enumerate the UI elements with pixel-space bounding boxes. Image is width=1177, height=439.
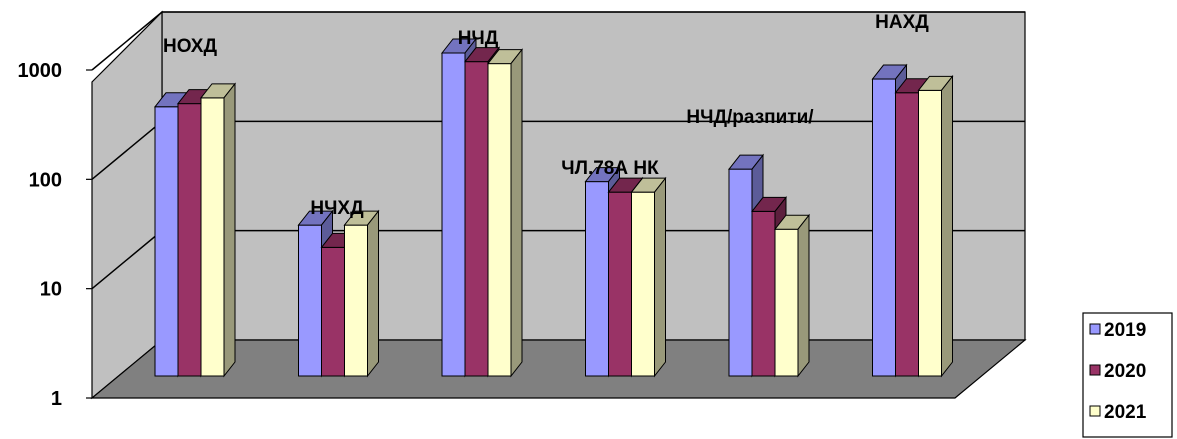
category-label: НАХД: [875, 12, 929, 33]
bar-front: [608, 191, 632, 377]
bar-front: [918, 89, 942, 377]
legend-swatch-2019: [1089, 323, 1101, 335]
bar-НЧД/разпити/-2021: [773, 213, 811, 378]
y-tick-100: 100: [29, 169, 62, 191]
legend: 2019 2020 2021: [1082, 312, 1173, 438]
bar-НЧХД-2021: [343, 209, 380, 378]
bar-front: [751, 210, 776, 377]
bar-front: [154, 106, 179, 377]
bar-side: [941, 74, 953, 378]
bar-НОХД-2021: [199, 82, 237, 378]
bar-front: [774, 228, 799, 377]
bar-side: [223, 82, 236, 378]
legend-label-2019: 2019: [1104, 320, 1146, 341]
bar-side: [367, 209, 379, 378]
category-label: НЧД: [458, 28, 499, 49]
y-tick-10: 10: [40, 279, 62, 301]
bar-ЧЛ.78А НК-2021: [630, 176, 667, 378]
category-label: ЧЛ.78А НК: [561, 158, 659, 179]
bar-front: [728, 168, 753, 377]
legend-swatch-2021: [1089, 405, 1101, 417]
legend-label-2021: 2021: [1104, 402, 1147, 423]
y-tick-1: 1: [51, 388, 62, 410]
category-labels: НОХД НЧХД НЧД ЧЛ.78А НК НЧД/разпити/НАХД: [163, 12, 929, 219]
bar-НАХД-2021: [917, 74, 954, 378]
side-wall: [91, 10, 163, 400]
category-label: НЧХД: [310, 198, 364, 219]
bar-front: [344, 224, 368, 377]
bar-side: [654, 176, 666, 378]
bar-front: [441, 52, 466, 377]
legend-label-2020: 2020: [1104, 361, 1146, 382]
bar-front: [200, 97, 225, 377]
bar-front: [321, 246, 345, 377]
bar-front: [585, 181, 609, 377]
y-tick-1000: 1000: [18, 60, 63, 82]
category-label: НЧД/разпити/: [686, 107, 814, 128]
bar-front: [895, 92, 919, 377]
bar-side: [510, 48, 523, 378]
y-axis-ticks: 1 10 100 1000: [18, 60, 92, 410]
category-label: НОХД: [163, 36, 217, 57]
bar-НЧД-2021: [486, 48, 524, 378]
legend-swatch-2020: [1089, 364, 1101, 376]
bar-front: [487, 63, 512, 377]
bar-front: [177, 103, 202, 377]
gridline-1000: [91, 11, 1025, 71]
bars: [153, 37, 954, 378]
bar-front: [631, 191, 655, 377]
bar-side: [797, 213, 810, 378]
bar-front: [464, 61, 489, 377]
bar-front: [298, 224, 322, 377]
bar-front: [872, 78, 896, 377]
